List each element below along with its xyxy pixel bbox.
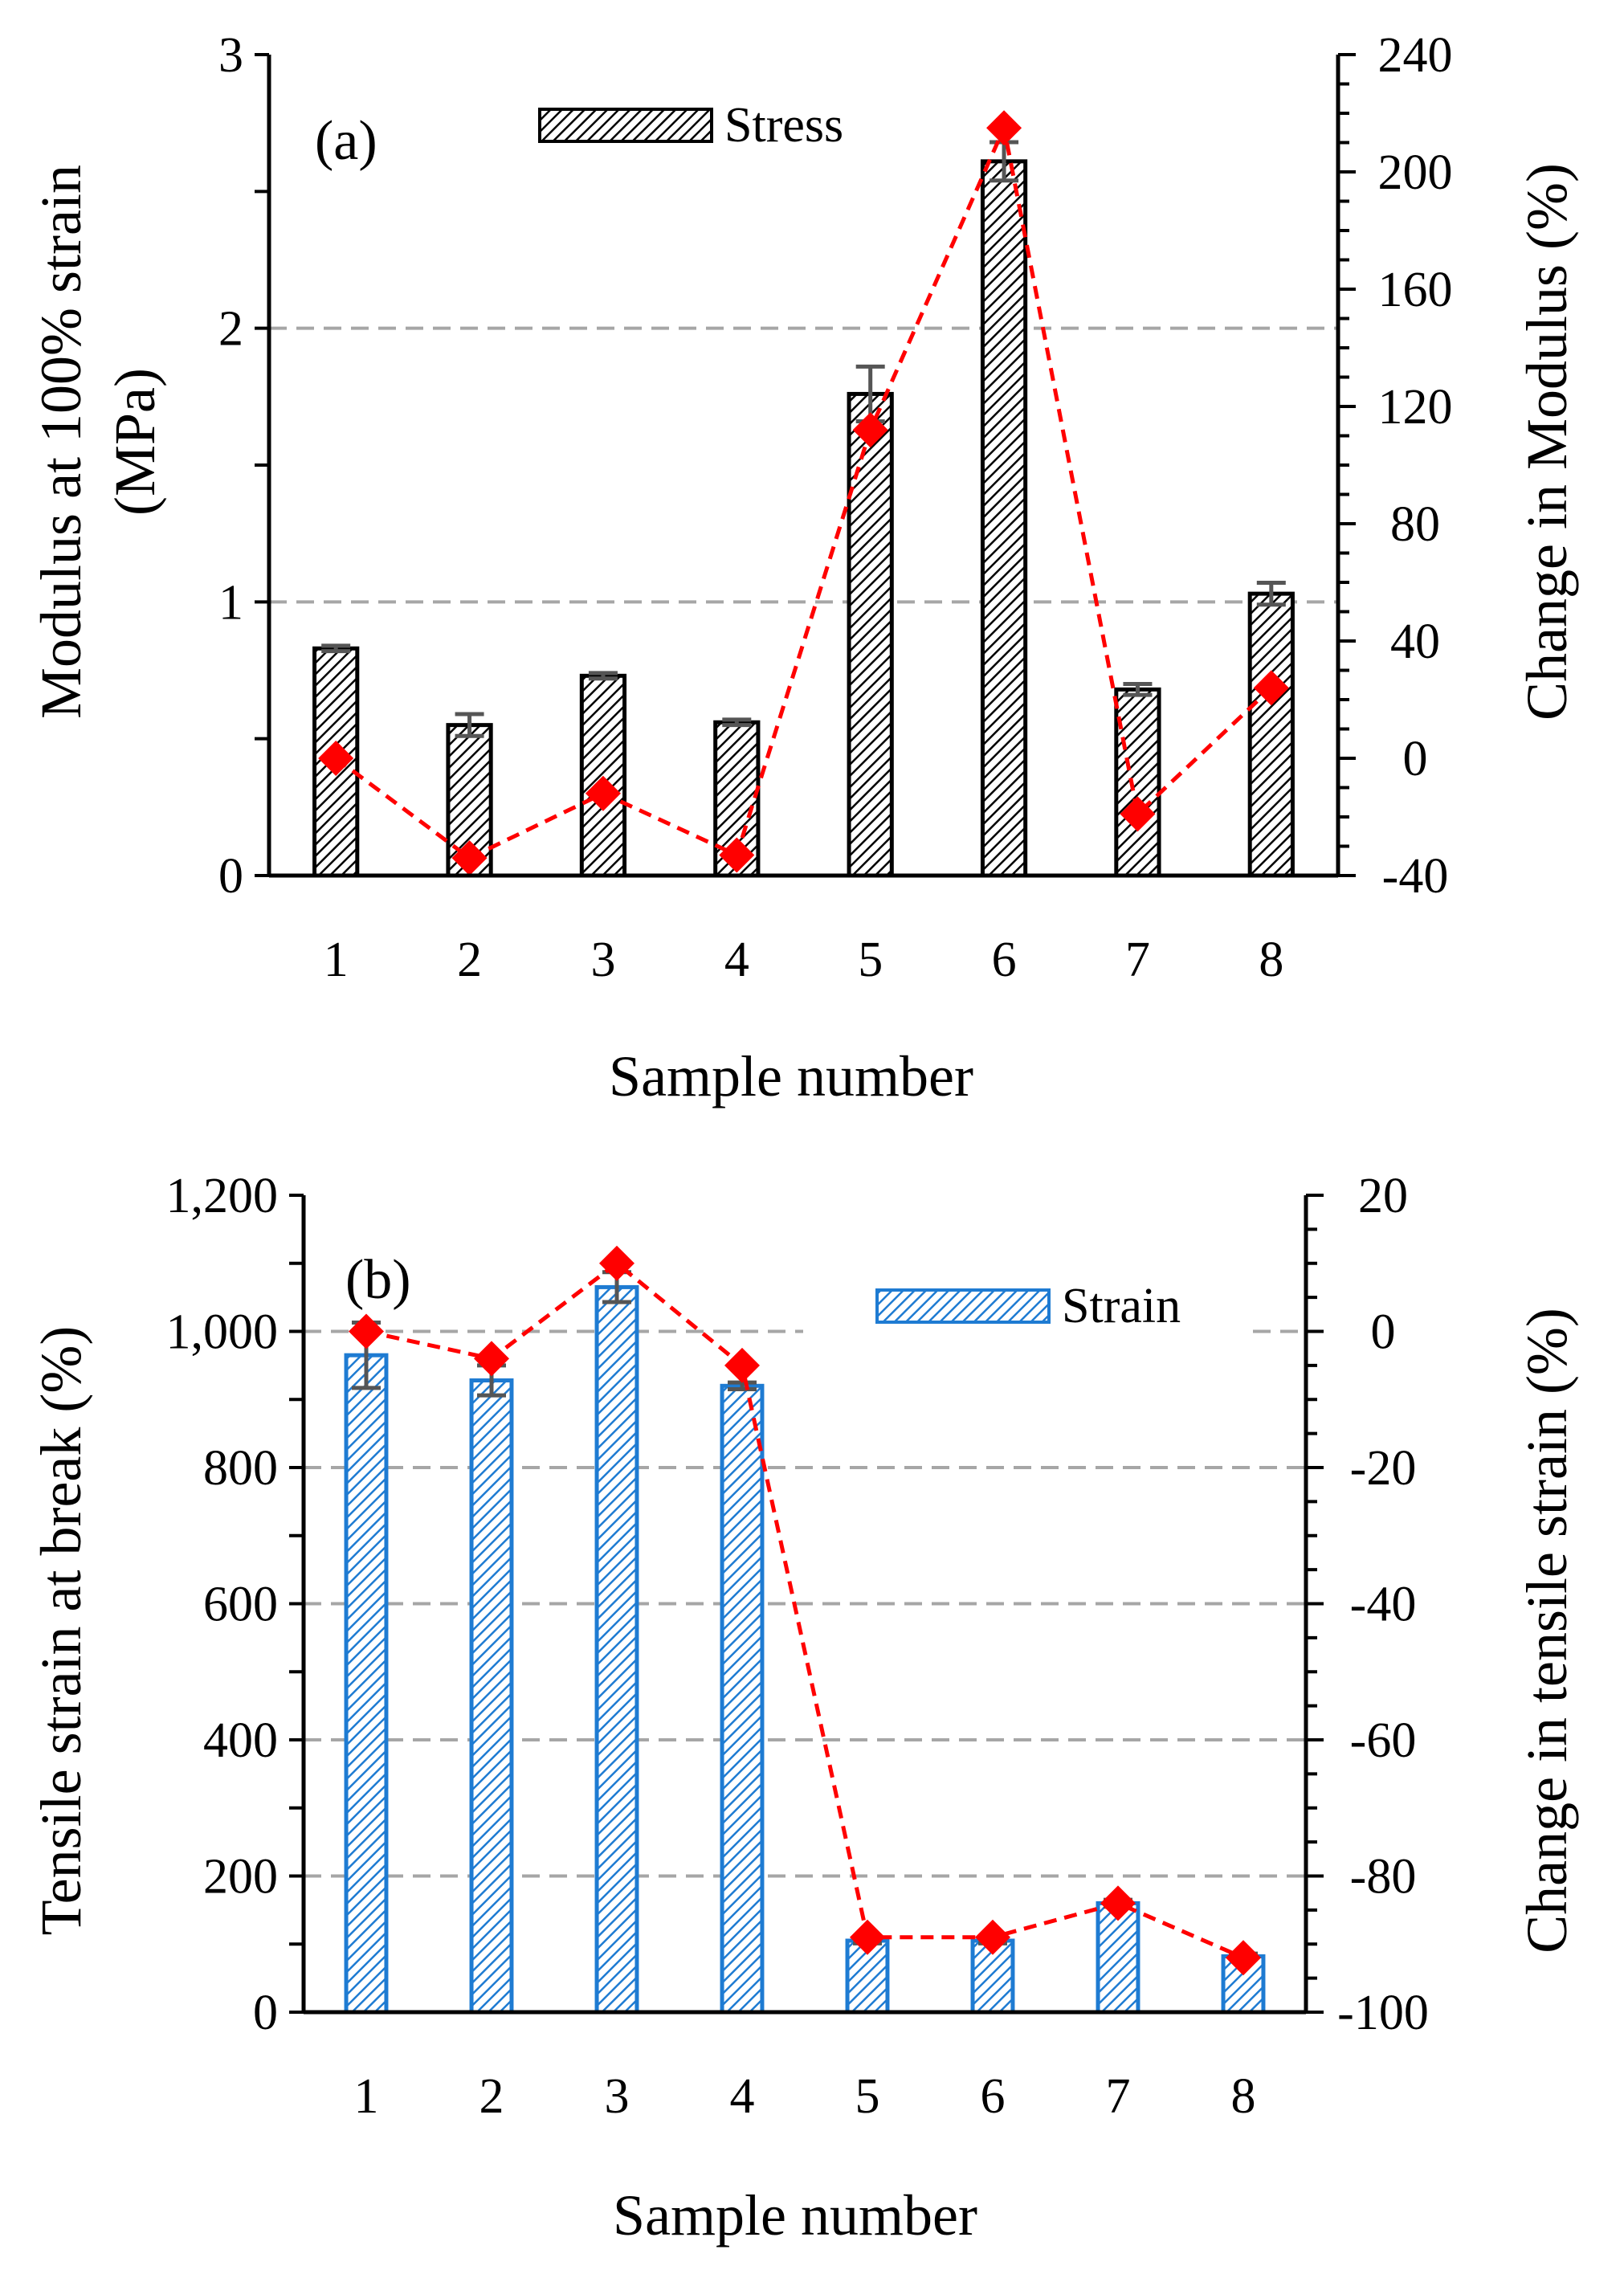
x-tick-label: 5 (858, 933, 883, 987)
bar (469, 1378, 514, 2015)
y-tick-label-left: 3 (218, 28, 243, 83)
y-tick-label-left: 800 (203, 1441, 278, 1496)
change-marker (1120, 796, 1156, 832)
bar (579, 673, 627, 878)
change-marker (975, 1919, 1010, 1955)
x-tick-label: 1 (324, 933, 349, 987)
y-tick-label-right: -20 (1350, 1441, 1417, 1496)
change-line (365, 1260, 1244, 1960)
change-marker (1253, 670, 1289, 706)
legend-label-stress: Stress (724, 98, 843, 153)
x-tick-label: 2 (479, 2069, 504, 2124)
change-marker (474, 1341, 509, 1377)
y-tick-label-left: 1,200 (166, 1169, 279, 1223)
change-marker (852, 412, 888, 448)
change-marker (451, 840, 488, 876)
y-tick-label-left: 0 (218, 849, 243, 904)
y-tick-label-right: 120 (1378, 380, 1453, 435)
change-marker (724, 1347, 760, 1383)
change-marker (1226, 1940, 1261, 1976)
x-tick-label: 3 (590, 933, 615, 987)
panel-label-a: (a) (315, 110, 377, 172)
y-tick-label-left: 0 (253, 1986, 278, 2040)
change-marker (585, 775, 621, 811)
x-tick-label: 4 (730, 2069, 755, 2124)
x-tick-label: 8 (1231, 2069, 1256, 2124)
bar (980, 159, 1028, 878)
x-tick-label: 8 (1259, 933, 1283, 987)
bar (1114, 687, 1161, 878)
y-tick-label-right: 40 (1390, 614, 1440, 669)
legend-swatch-stress (538, 108, 713, 143)
y-tick-label-right: -40 (1350, 1578, 1417, 1632)
y-tick-label-right: -60 (1350, 1713, 1417, 1768)
x-tick-label: 6 (992, 933, 1017, 987)
legend-swatch-strain (875, 1288, 1051, 1324)
x-tick-label: 5 (855, 2069, 880, 2124)
y-axis-title-a-line1: Modulus at 100% strain (29, 165, 93, 719)
bar (1247, 591, 1295, 878)
bar (847, 391, 894, 878)
legend-label-strain: Strain (1062, 1279, 1181, 1333)
y2-axis-title-a: Change in Modulus (%) (1515, 163, 1579, 721)
y-tick-label-right: -40 (1382, 849, 1449, 904)
y-tick-label-right: 80 (1390, 497, 1440, 552)
y-tick-label-right: 240 (1378, 28, 1453, 83)
change-marker (986, 110, 1022, 146)
x-tick-label: 7 (1125, 933, 1150, 987)
change-marker (318, 741, 354, 776)
y-tick-label-left: 600 (203, 1578, 278, 1632)
bar (344, 1353, 389, 2015)
change-marker (850, 1919, 885, 1955)
change-marker (719, 837, 755, 873)
y-tick-label-left: 1 (218, 575, 243, 630)
y-tick-label-right: -80 (1350, 1850, 1417, 1905)
y-tick-label-left: 200 (203, 1850, 278, 1905)
change-line (334, 120, 1273, 861)
y-tick-label-right: 160 (1378, 263, 1453, 317)
change-marker (1100, 1885, 1136, 1921)
x-tick-label: 7 (1106, 2069, 1131, 2124)
x-tick-label: 6 (981, 2069, 1006, 2124)
y-tick-label-left: 1,000 (166, 1305, 279, 1360)
y-tick-label-right: 0 (1371, 1305, 1396, 1360)
y-tick-label-right: 200 (1378, 145, 1453, 200)
y-tick-label-right: -100 (1337, 1986, 1429, 2040)
y-tick-label-left: 2 (218, 302, 243, 357)
change-marker (349, 1313, 384, 1349)
y-axis-title-a-line2: (MPa) (103, 368, 167, 516)
x-tick-label: 3 (605, 2069, 630, 2124)
y-tick-label-left: 400 (203, 1713, 278, 1768)
change-marker (599, 1245, 635, 1281)
y-axis-title-b: Tensile strain at break (%) (29, 1326, 93, 1936)
x-axis-title-a: Sample number (609, 1044, 973, 1108)
bar (594, 1284, 639, 2015)
bar (720, 1383, 765, 2015)
y-tick-label-right: 20 (1358, 1169, 1408, 1223)
x-tick-label: 2 (457, 933, 482, 987)
y-tick-label-right: 0 (1403, 732, 1428, 786)
x-tick-label: 4 (724, 933, 749, 987)
y2-axis-title-b: Change in tensile strain (%) (1515, 1308, 1579, 1954)
panel-label-b: (b) (345, 1249, 411, 1311)
x-axis-title-b: Sample number (613, 2183, 977, 2248)
x-tick-label: 1 (354, 2069, 379, 2124)
